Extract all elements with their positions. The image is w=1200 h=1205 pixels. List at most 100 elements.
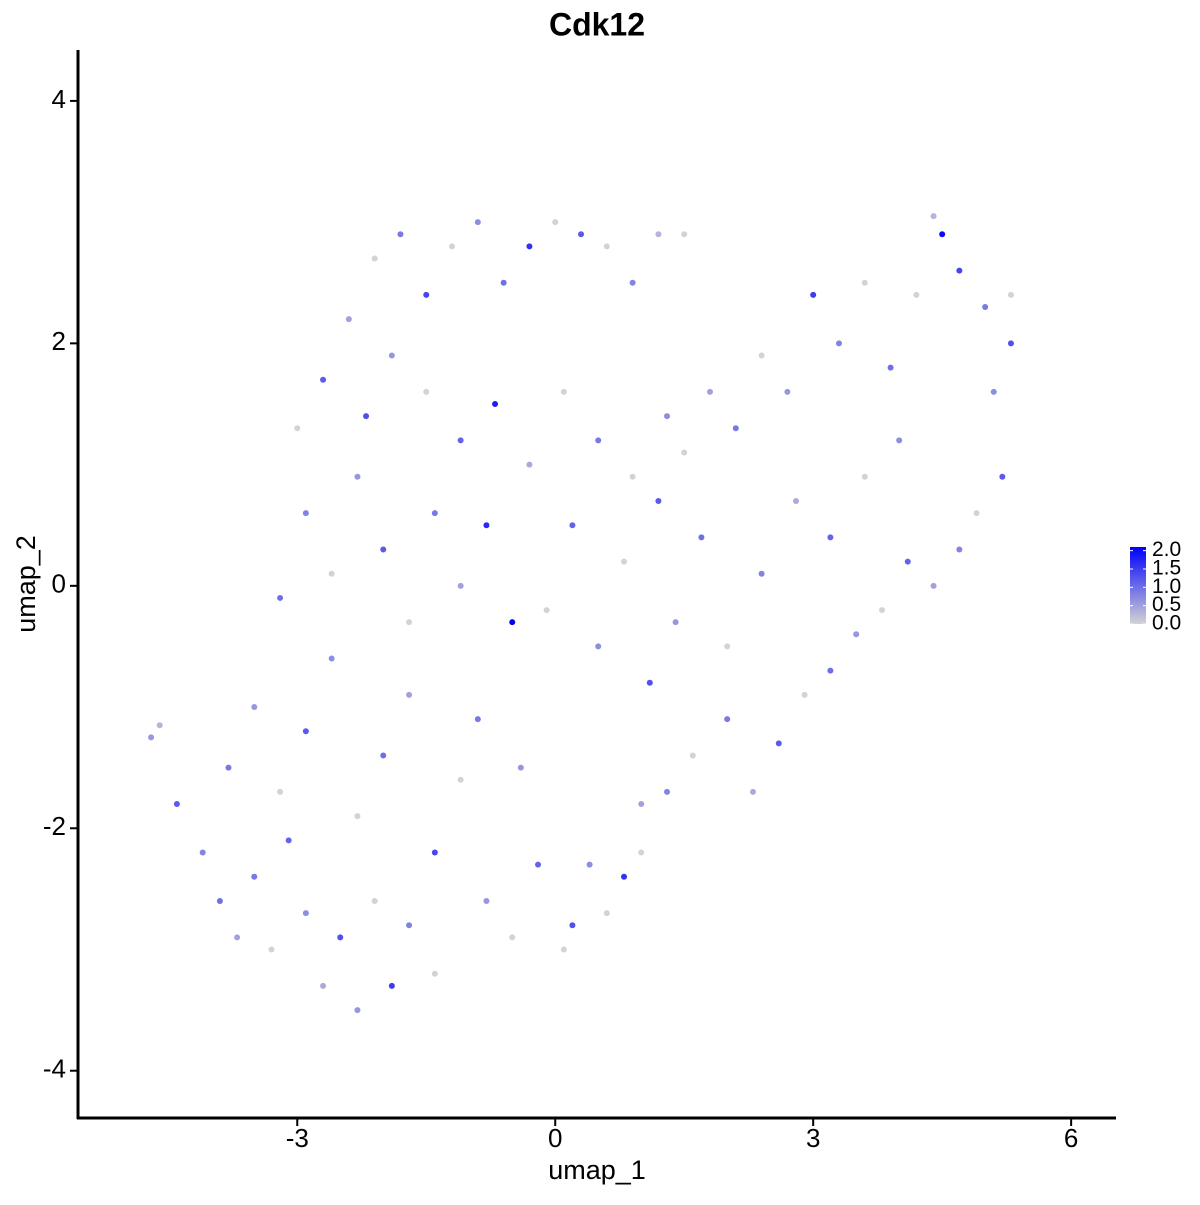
colorbar-tick-label: 0.5 <box>1152 593 1181 616</box>
point <box>707 388 714 395</box>
point <box>268 946 275 953</box>
point <box>603 910 610 917</box>
point <box>337 934 344 941</box>
point <box>621 873 628 880</box>
point <box>861 279 868 286</box>
point <box>251 873 258 880</box>
point <box>810 291 817 298</box>
point <box>474 219 481 226</box>
point <box>939 231 946 238</box>
point <box>406 619 413 626</box>
colorbar-tick-label: 0.0 <box>1152 612 1181 635</box>
point <box>406 691 413 698</box>
y-tick-label: -4 <box>43 1054 66 1084</box>
point <box>681 231 688 238</box>
y-tick-label: -2 <box>43 811 66 841</box>
point <box>749 788 756 795</box>
y-tick-label: 0 <box>52 569 66 599</box>
point <box>827 667 834 674</box>
point <box>345 316 352 323</box>
point <box>509 934 516 941</box>
point <box>406 922 413 929</box>
point <box>354 473 361 480</box>
point <box>835 340 842 347</box>
point <box>698 534 705 541</box>
point <box>569 522 576 529</box>
point <box>173 801 180 808</box>
point <box>225 764 232 771</box>
point <box>603 243 610 250</box>
point <box>569 922 576 929</box>
point <box>294 425 301 432</box>
point <box>956 546 963 553</box>
point <box>973 510 980 517</box>
point <box>578 231 585 238</box>
point <box>543 607 550 614</box>
point <box>500 279 507 286</box>
x-tick-label: 0 <box>548 1123 562 1153</box>
point <box>956 267 963 274</box>
point <box>655 497 662 504</box>
point <box>302 510 309 517</box>
point <box>595 643 602 650</box>
point <box>517 764 524 771</box>
point <box>251 704 258 711</box>
point <box>380 546 387 553</box>
point <box>930 582 937 589</box>
point <box>363 413 370 420</box>
point <box>664 788 671 795</box>
point <box>758 352 765 359</box>
point <box>277 594 284 601</box>
point <box>483 898 490 905</box>
point <box>431 849 438 856</box>
point <box>775 740 782 747</box>
point <box>930 213 937 220</box>
point <box>638 849 645 856</box>
point <box>199 849 206 856</box>
point <box>689 752 696 759</box>
x-tick-label: 3 <box>806 1123 820 1153</box>
point <box>792 497 799 504</box>
point <box>655 231 662 238</box>
point <box>853 631 860 638</box>
point <box>999 473 1006 480</box>
point <box>474 716 481 723</box>
point <box>328 655 335 662</box>
point <box>732 425 739 432</box>
point <box>621 558 628 565</box>
point <box>1007 340 1014 347</box>
point <box>285 837 292 844</box>
colorbar-tick-label: 2.0 <box>1152 538 1181 561</box>
point <box>646 679 653 686</box>
point <box>371 255 378 262</box>
colorbar <box>1130 547 1146 624</box>
point <box>277 788 284 795</box>
point <box>423 291 430 298</box>
point <box>535 861 542 868</box>
point <box>672 619 679 626</box>
point <box>827 534 834 541</box>
point <box>388 982 395 989</box>
point <box>982 303 989 310</box>
point <box>1007 291 1014 298</box>
point <box>878 607 885 614</box>
point <box>758 570 765 577</box>
point <box>492 400 499 407</box>
point <box>388 352 395 359</box>
point <box>990 388 997 395</box>
point <box>784 388 791 395</box>
point <box>913 291 920 298</box>
point <box>302 728 309 735</box>
point <box>328 570 335 577</box>
y-tick-label: 4 <box>52 84 66 114</box>
point <box>380 752 387 759</box>
chart-title: Cdk12 <box>549 6 645 42</box>
point <box>560 388 567 395</box>
point <box>320 376 327 383</box>
point <box>156 722 163 729</box>
x-axis-label: umap_1 <box>548 1155 646 1185</box>
point <box>560 946 567 953</box>
x-tick-label: -3 <box>286 1123 309 1153</box>
